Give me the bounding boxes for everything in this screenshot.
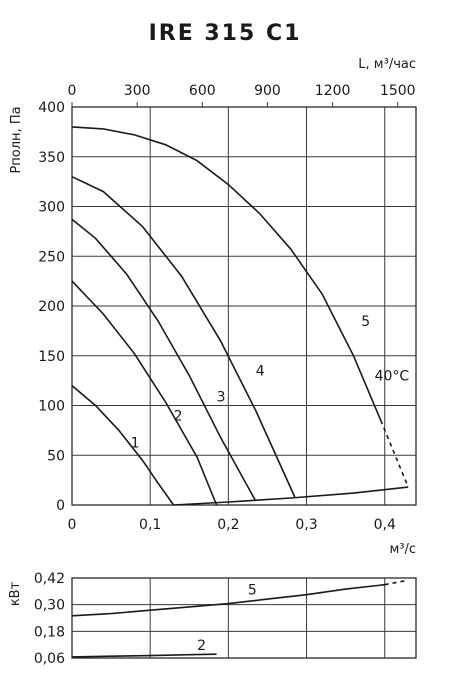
power-curve-5 [71, 583, 385, 617]
power-y-tick-label: 0,42 [34, 571, 65, 587]
power-curve-2 [71, 653, 217, 658]
x-tick-label: 0,3 [295, 517, 317, 533]
curve-label-1: 1 [131, 435, 140, 451]
x2-tick-label: 1500 [380, 83, 416, 99]
x-tick-label: 0,4 [374, 517, 396, 533]
curve-label-3: 3 [217, 390, 226, 406]
x-tick-label: 0,1 [139, 517, 161, 533]
curve-1 [71, 384, 175, 506]
y-tick-label: 0 [56, 498, 65, 514]
curve-4 [71, 175, 296, 498]
x2-tick-label: 0 [68, 83, 77, 99]
x-axis-label: м³/с [389, 542, 416, 557]
power-y-tick-label: 0,18 [34, 624, 65, 640]
y-tick-label: 100 [38, 399, 65, 415]
x-tick-label: 0,2 [217, 517, 239, 533]
power-y-tick-label: 0,06 [34, 651, 65, 667]
curve-system [173, 486, 409, 506]
curve-3 [71, 218, 257, 502]
plot-frame [71, 106, 417, 506]
y-tick-label: 200 [38, 299, 65, 315]
y-tick-label: 250 [38, 249, 65, 265]
x2-tick-label: 600 [189, 83, 216, 99]
x2-tick-label: 900 [254, 83, 281, 99]
curve-label-4: 4 [256, 364, 265, 380]
chart-title: IRE 315 C1 [149, 21, 302, 46]
y-tick-label: 400 [38, 100, 65, 116]
x2-tick-label: 1200 [315, 83, 351, 99]
curve-5 [71, 126, 382, 421]
power-y-axis-label: кВт [8, 581, 23, 606]
power-frame [71, 577, 417, 659]
power-plot: 0,06 0,18 0,30 0,42 кВт 5 2 [8, 571, 417, 667]
annotation-temperature: 40°C [375, 369, 410, 385]
power-y-tick-label: 0,30 [34, 598, 65, 614]
curve-label-2: 2 [174, 408, 183, 424]
y-axis-label: Pполн, Па [9, 106, 24, 173]
power-curve-5-extension [384, 579, 409, 586]
power-curve-label-5: 5 [248, 583, 257, 599]
y-tick-label: 150 [38, 349, 65, 365]
x2-tick-label: 300 [124, 83, 151, 99]
y-tick-label: 50 [47, 448, 65, 464]
power-curve-label-2: 2 [197, 638, 206, 654]
curve-label-5: 5 [361, 314, 370, 330]
curve-2 [71, 280, 218, 506]
y-tick-label: 300 [38, 200, 65, 216]
x-tick-label: 0 [68, 517, 77, 533]
y-tick-label: 350 [38, 150, 65, 166]
x2-axis-label: L, м³/час [358, 57, 416, 72]
